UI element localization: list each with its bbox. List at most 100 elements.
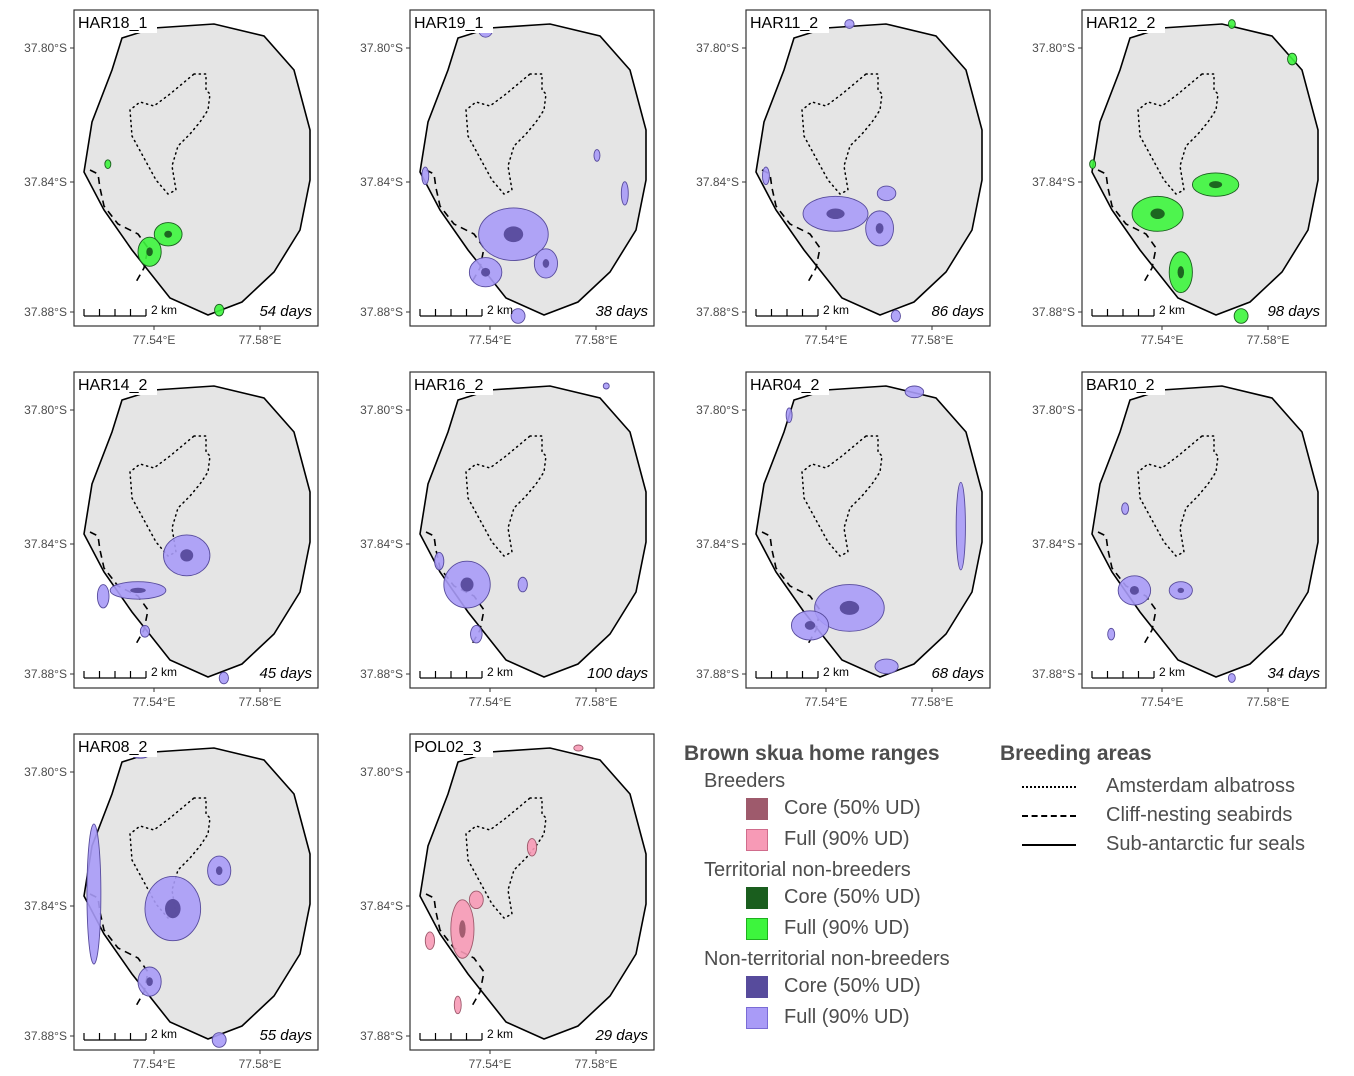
x-tick-label: 77.54°E (133, 1057, 176, 1071)
x-tick-label: 77.54°E (469, 333, 512, 347)
home-range-full-1 (468, 890, 484, 910)
home-range-core-0 (826, 208, 845, 220)
home-range-full-5 (1227, 19, 1236, 29)
home-range-full-1 (434, 551, 445, 571)
albatross-area (1137, 435, 1219, 557)
scale-bar-label: 2 km (151, 1027, 177, 1041)
panel-id-label: HAR12_2 (1086, 15, 1155, 32)
home-range-full-4 (602, 382, 610, 390)
y-tick-label: 37.80°S (696, 403, 739, 417)
home-range-core-2 (1177, 266, 1185, 279)
y-tick-label: 37.84°S (360, 175, 403, 189)
y-tick-label: 37.80°S (360, 403, 403, 417)
x-tick-label: 77.58°E (1247, 695, 1290, 709)
y-tick-label: 37.80°S (24, 41, 67, 55)
legend-item-territorial-core: Core (50% UD) (746, 882, 950, 913)
tracking-days-label: 86 days (931, 303, 984, 320)
panel-id-label: HAR16_2 (414, 377, 483, 394)
nonterritorial-core-swatch (746, 975, 768, 998)
y-tick-label: 37.84°S (24, 899, 67, 913)
scale-bar: 2 km (419, 303, 513, 317)
albatross-area (801, 73, 883, 195)
x-tick-label: 77.58°E (575, 695, 618, 709)
home-range-full-4 (844, 19, 855, 29)
island-outline (419, 747, 647, 1040)
home-range-full-6 (1089, 159, 1097, 169)
map-panel-HAR08_2: HAR08_2 55 days 2 km 37.80°S 37.84°S 37.88°S 7… (24, 733, 319, 1071)
territorial-full-swatch (746, 917, 768, 940)
home-range-full-0 (86, 823, 102, 965)
y-tick-label: 37.80°S (1032, 41, 1075, 55)
scale-bar-label: 2 km (151, 303, 177, 317)
home-range-full-3 (1233, 308, 1249, 324)
panel-id-label: BAR10_2 (1086, 377, 1155, 394)
home-range-full-3 (761, 166, 770, 186)
home-range-full-3 (139, 624, 151, 638)
home-range-core-0 (1129, 586, 1139, 595)
legend-item-fur-seals: Sub-antarctic fur seals (1000, 830, 1305, 859)
panel-label-bg (75, 735, 157, 757)
legend-item-albatross: Amsterdam albatross (1000, 772, 1305, 801)
y-tick-label: 37.80°S (360, 41, 403, 55)
tracking-days-label: 38 days (595, 303, 648, 320)
x-tick-label: 77.58°E (239, 695, 282, 709)
home-range-full-4 (1227, 673, 1236, 683)
tracking-days-label: 45 days (259, 665, 312, 682)
y-tick-label: 37.80°S (360, 765, 403, 779)
home-range-core-1 (481, 267, 491, 277)
map-panel-BAR10_2: BAR10_2 34 days 2 km 37.80°S 37.84°S 37.88°S 7… (1032, 371, 1327, 709)
home-range-full-3 (517, 576, 528, 593)
map-panel-HAR19_1: HAR19_1 38 days 2 km 37.80°S 37.84°S 37.88°S 7… (360, 9, 655, 347)
dotted-line-sample (1022, 785, 1076, 788)
home-range-full-5 (890, 309, 901, 323)
home-range-core-0 (460, 577, 474, 592)
tracking-days-label: 98 days (1267, 303, 1320, 320)
scale-bar-label: 2 km (487, 665, 513, 679)
home-range-full-4 (526, 838, 538, 857)
island-outline (755, 385, 983, 678)
legend-group-territorial: Territorial non-breeders (704, 859, 911, 881)
legend-item-cliff-nesting: Cliff-nesting seabirds (1000, 801, 1305, 830)
legend-item-nonterritorial-core: Core (50% UD) (746, 971, 950, 1002)
home-range-full-4 (904, 385, 925, 399)
home-range-core-1 (875, 223, 884, 234)
home-range-full-4 (218, 671, 229, 685)
fur-seals-label: Sub-antarctic fur seals (1106, 833, 1305, 855)
legend-item-breeder-full: Full (90% UD) (746, 824, 950, 855)
home-range-full-2 (1107, 627, 1116, 641)
x-tick-label: 77.58°E (239, 1057, 282, 1071)
home-range-full-5 (453, 995, 462, 1015)
y-tick-label: 37.88°S (24, 667, 67, 681)
home-range-core-1 (1177, 587, 1185, 594)
cliff-nesting-area (425, 169, 485, 283)
home-range-core-1 (146, 247, 153, 257)
home-range-core-1 (804, 621, 816, 630)
home-range-full-3 (1121, 502, 1130, 515)
scale-bar: 2 km (83, 1027, 177, 1041)
albatross-label: Amsterdam albatross (1106, 775, 1295, 797)
map-panel-HAR16_2: HAR16_2 100 days 2 km 37.80°S 37.84°S 37.88°S… (360, 371, 655, 709)
panel-label-bg (411, 11, 493, 33)
breeding-areas-legend-title: Breeding areas (1000, 742, 1152, 765)
home-range-full-7 (510, 308, 526, 324)
scale-bar: 2 km (83, 303, 177, 317)
home-range-full-3 (573, 744, 584, 752)
y-tick-label: 37.80°S (1032, 403, 1075, 417)
albatross-area (801, 435, 883, 557)
panel-id-label: HAR18_1 (78, 15, 147, 32)
x-tick-label: 77.54°E (805, 333, 848, 347)
y-tick-label: 37.84°S (696, 537, 739, 551)
y-tick-label: 37.80°S (696, 41, 739, 55)
scale-bar: 2 km (755, 303, 849, 317)
home-range-full-4 (421, 166, 430, 186)
cliff-nesting-area (761, 169, 821, 283)
home-range-core-2 (542, 259, 550, 268)
y-tick-label: 37.80°S (24, 403, 67, 417)
x-tick-label: 77.54°E (133, 333, 176, 347)
scale-bar-label: 2 km (487, 303, 513, 317)
home-range-core-0 (164, 230, 173, 238)
dashed-line-sample (1022, 814, 1076, 817)
panel-label-bg (411, 735, 493, 757)
tracking-days-label: 100 days (587, 665, 648, 682)
y-tick-label: 37.88°S (24, 1029, 67, 1043)
